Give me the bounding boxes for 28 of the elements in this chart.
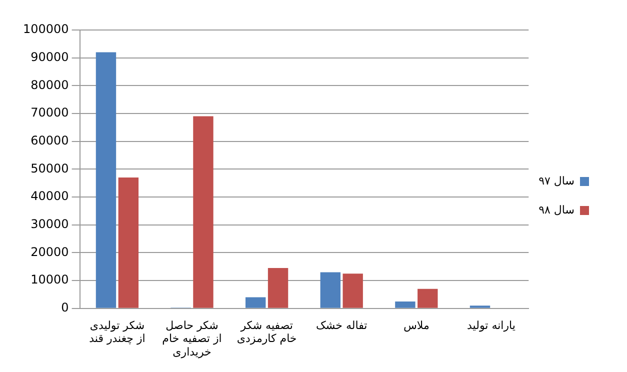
x-tick-label: تصفیه شکر خام کارمزدی bbox=[236, 318, 297, 346]
x-tick-label: یارانه تولید bbox=[467, 318, 516, 332]
bar bbox=[193, 116, 214, 308]
bar bbox=[245, 297, 266, 308]
y-tick-label: 70000 bbox=[30, 106, 69, 120]
legend-label: سال ۹۸ bbox=[538, 203, 574, 216]
y-tick-label: 90000 bbox=[30, 50, 69, 64]
y-tick-label: 20000 bbox=[30, 244, 69, 259]
y-tick-label: 60000 bbox=[30, 133, 69, 148]
x-tick-label: ملاس bbox=[403, 318, 430, 332]
y-tick-label: 80000 bbox=[30, 78, 69, 92]
bar bbox=[268, 268, 288, 308]
y-tick-label: 10000 bbox=[30, 272, 69, 287]
y-tick-label: 40000 bbox=[30, 189, 69, 204]
y-tick-label: 100000 bbox=[22, 22, 69, 36]
bar bbox=[418, 288, 438, 308]
bar bbox=[118, 178, 139, 308]
bar bbox=[342, 274, 363, 308]
legend-label: سال ۹۷ bbox=[538, 174, 574, 188]
bar bbox=[395, 301, 416, 308]
x-tick-label: شکر تولیدی از چغندر قند bbox=[89, 318, 146, 346]
x-tick-label: تفاله خشک bbox=[316, 318, 368, 332]
bar bbox=[320, 272, 340, 308]
y-tick-label: 30000 bbox=[30, 217, 69, 232]
y-tick-label: 50000 bbox=[30, 161, 69, 176]
y-tick-label: 0 bbox=[61, 300, 69, 315]
x-tick-label: شکر حاصل از تصفیه خام خریداری bbox=[162, 318, 222, 358]
bar bbox=[96, 52, 116, 308]
